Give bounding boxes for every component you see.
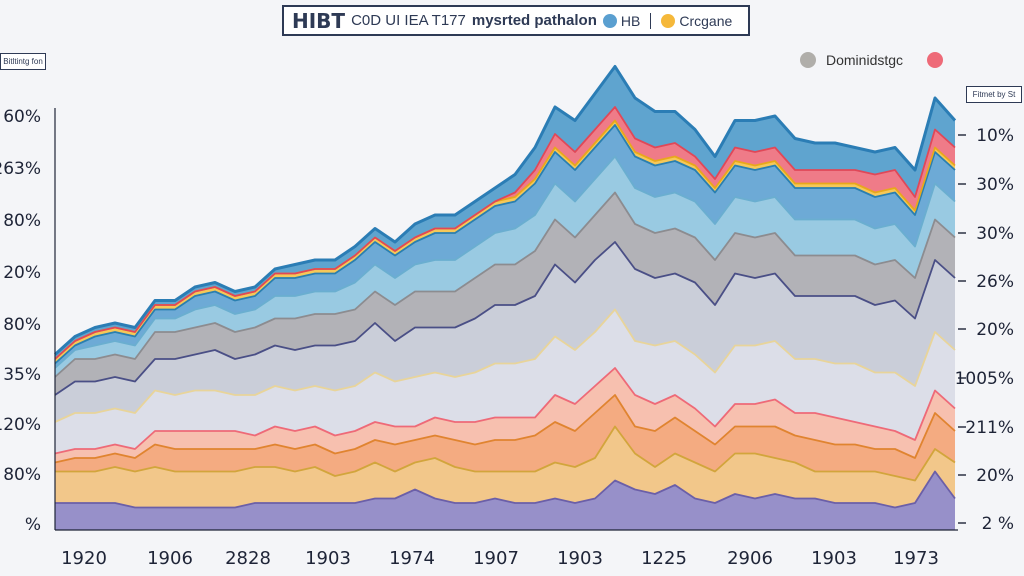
right-y-tick-label: 20% [976,320,1014,340]
chart-title-box: HIBT C0D UI IEA T177 mysrted pathalon HB… [282,5,750,36]
left-y-tick-label: 263% [0,159,41,179]
legend-label-dominidstgc: Dominidstgc [826,52,904,68]
line-slate [54,241,956,396]
line-light-blue [54,155,956,369]
chart-subtitle-b: mysrted pathalon [471,12,597,29]
right-y-tick-label: 211% [965,418,1014,438]
left-y-tick-label: 35% [3,365,41,385]
right-axis-title: Fitmet by St [966,86,1022,103]
right-y-tick-label: 26% [976,272,1014,292]
area-slate [55,242,955,422]
left-y-tick-label: 80% [3,315,41,335]
line-salmon [54,367,956,455]
chart-title: HIBT [292,8,346,33]
left-y-tick-label: 80% [3,465,41,485]
left-y-tick-label: 120% [0,415,41,435]
x-tick-label: 1225 [641,548,687,569]
area-light [55,309,955,454]
line-pink [54,106,956,360]
right-y-tick-labels: 10% 30% 30% 26% 20% 1005% 211% 20% 2 % [955,126,1014,534]
legend-divider [650,12,652,29]
legend-label-crcgane: Crcgane [679,12,733,29]
right-y-tick-label: 30% [976,175,1014,195]
area-orange [55,395,955,481]
line-orange [54,394,956,464]
line-gray [54,191,956,378]
legend-label-hb: HB [620,12,641,29]
x-tick-label: 1903 [557,548,603,569]
legend-item-crcgane[interactable]: Crcgane [661,13,732,29]
line-top-blue [53,65,957,356]
x-tick-label: 1974 [389,548,435,569]
right-y-tick-label: 2 % [982,514,1014,534]
legend-swatch-hb [602,13,617,28]
chart-subtitle-a: C0D UI IEA T177 [351,12,466,29]
right-y-tick-label: 20% [976,466,1014,486]
area-top-blue [55,66,955,359]
area-gray [55,192,955,395]
legend-swatch-gray [800,52,816,68]
area-salmon [55,368,955,463]
x-tick-label: 1903 [305,548,351,569]
area-layer [55,66,955,530]
x-tick-label: 1906 [147,548,193,569]
line-blue [54,124,956,365]
area-gold [55,426,955,508]
area-blue [55,125,955,368]
x-tick-label: 1920 [61,548,107,569]
left-y-tick-label: 80% [3,211,41,231]
right-y-tick-label: 30% [976,224,1014,244]
right-y-tick-label: 10% [976,126,1014,146]
top-right-legend[interactable]: Dominidstgc [800,52,944,68]
legend-item-hb[interactable]: HB [602,12,641,29]
left-y-tick-label: % [25,515,41,535]
left-axis-title: Bitltintg fon [0,53,46,70]
x-tick-label: 1907 [473,548,519,569]
legend-swatch-crcgane [661,13,676,28]
line-purple [55,470,956,509]
x-tick-label: 1973 [893,548,939,569]
right-y-tick-label: 1005% [955,369,1014,389]
x-tick-labels: 1920 1906 2828 1903 1974 1907 1903 1225 2906 1903… [61,548,939,569]
x-tick-label: 1903 [811,548,857,569]
line-gold [55,425,956,482]
legend-swatch-pink [927,52,944,68]
series-line-layer [53,65,957,509]
left-y-tick-label: 20% [3,263,41,283]
line-light [54,308,956,423]
x-tick-label: 2828 [225,548,271,569]
x-tick-label: 2906 [727,548,773,569]
left-y-tick-label: 60% [3,107,41,127]
left-y-tick-labels: 60% 263% 80% 20% 80% 35% 120% 80%% [0,107,41,535]
area-light-blue [55,156,955,377]
